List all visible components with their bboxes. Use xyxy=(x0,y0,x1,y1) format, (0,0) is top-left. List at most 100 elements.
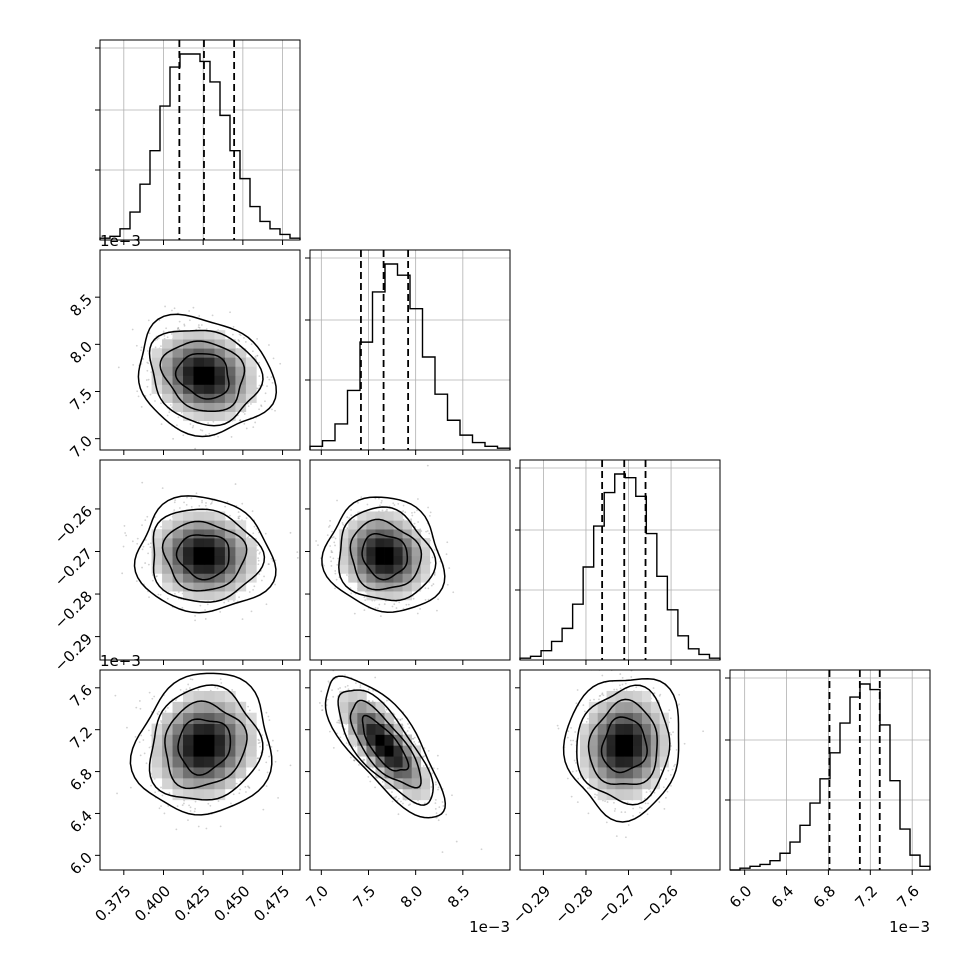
sample-point xyxy=(139,754,142,757)
sample-point xyxy=(237,511,240,513)
sample-point xyxy=(254,421,257,424)
sample-point xyxy=(262,808,265,811)
sample-point xyxy=(174,499,177,502)
sample-point xyxy=(334,570,337,572)
sample-point xyxy=(193,810,196,813)
sample-point xyxy=(252,532,255,535)
sample-point xyxy=(245,667,247,669)
density-cell xyxy=(420,573,431,583)
density-cell xyxy=(235,745,247,757)
sample-point xyxy=(166,414,169,417)
sample-point xyxy=(160,402,162,405)
sample-point xyxy=(258,739,260,742)
density-cell xyxy=(203,529,215,539)
histogram-panel-3 xyxy=(515,459,721,665)
density-cell xyxy=(172,393,184,403)
sample-point xyxy=(151,697,154,700)
density-cell xyxy=(203,564,215,574)
density-cell xyxy=(224,573,236,583)
sample-point xyxy=(154,346,157,349)
density-cell xyxy=(339,538,349,548)
density-cell xyxy=(193,357,205,367)
sample-point xyxy=(121,572,124,575)
density-cell xyxy=(393,546,403,557)
density-cell xyxy=(172,357,184,367)
density-cell xyxy=(224,778,236,790)
density-cell xyxy=(235,555,247,565)
sample-point xyxy=(188,310,191,312)
sample-point xyxy=(338,664,340,666)
density-cell xyxy=(162,366,173,376)
density-cell xyxy=(203,348,215,358)
sample-point xyxy=(189,687,191,689)
density-cell xyxy=(183,511,194,521)
sample-point xyxy=(260,405,263,408)
sample-point xyxy=(239,334,242,337)
density-cell xyxy=(203,357,215,367)
sample-point xyxy=(261,734,264,736)
sample-point xyxy=(177,416,180,419)
density-cell xyxy=(203,573,215,583)
density-cell xyxy=(183,573,194,583)
sample-point xyxy=(428,514,431,517)
density-cell xyxy=(375,582,385,592)
sample-point xyxy=(257,557,260,560)
sample-point xyxy=(194,800,197,803)
sample-point xyxy=(357,501,359,504)
sample-point xyxy=(194,619,196,622)
sample-point xyxy=(258,573,261,576)
sample-point xyxy=(248,709,251,712)
sample-point xyxy=(238,792,241,795)
density-cell xyxy=(183,357,194,367)
density-cell xyxy=(193,511,205,521)
sample-point xyxy=(146,361,149,364)
sample-point xyxy=(265,711,268,714)
density-cell xyxy=(214,756,226,768)
sample-point xyxy=(422,765,425,767)
sample-point xyxy=(417,521,420,523)
density-cell xyxy=(384,520,394,530)
sample-point xyxy=(350,509,352,511)
sample-point xyxy=(257,387,259,390)
sample-point xyxy=(317,544,319,547)
density-cell xyxy=(214,701,226,714)
density-cell xyxy=(384,555,394,565)
density-cell xyxy=(193,564,205,574)
density-cell xyxy=(411,529,422,539)
density-cell xyxy=(162,745,173,757)
density-cell xyxy=(203,384,215,394)
sample-point xyxy=(334,537,337,540)
sample-point xyxy=(424,587,427,589)
sample-point xyxy=(336,499,338,502)
density-cell xyxy=(183,690,194,703)
sample-point xyxy=(329,545,331,547)
sample-point xyxy=(170,333,173,335)
density-cell xyxy=(366,591,376,601)
sample-point xyxy=(151,579,154,582)
density-cell xyxy=(172,538,184,548)
sample-point xyxy=(419,608,421,610)
density-cell xyxy=(366,520,376,530)
contour-line xyxy=(164,700,248,790)
density-cell xyxy=(172,520,184,530)
density-cell xyxy=(183,723,194,735)
density-cell xyxy=(162,564,173,574)
sample-point xyxy=(216,687,219,690)
density-cell xyxy=(203,555,215,565)
density-cell xyxy=(402,520,412,530)
sample-point xyxy=(417,498,419,500)
sample-point xyxy=(139,707,142,710)
density-cell xyxy=(183,788,194,801)
sample-point xyxy=(337,557,340,560)
density-cell xyxy=(214,712,226,724)
density-cell xyxy=(172,756,184,768)
sample-point xyxy=(197,326,200,329)
sample-point xyxy=(267,563,270,566)
contour-line xyxy=(129,672,273,816)
density-cell xyxy=(420,546,431,557)
panel-frame xyxy=(309,459,511,661)
density-cell xyxy=(193,529,205,539)
sample-point xyxy=(144,562,147,564)
sample-point xyxy=(360,496,363,499)
density-cell xyxy=(151,734,163,746)
